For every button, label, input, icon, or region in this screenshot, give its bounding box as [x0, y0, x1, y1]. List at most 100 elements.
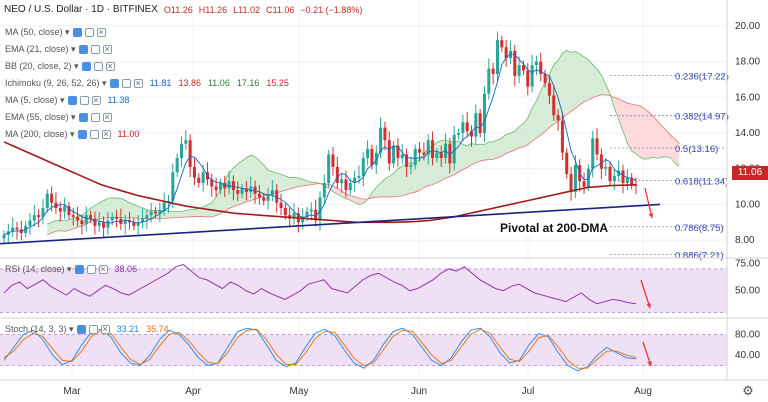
visibility-icon[interactable] [76, 324, 86, 334]
candle-body [132, 222, 136, 226]
candle-body [240, 188, 244, 194]
indicator-label: EMA (21, close) ▾ [5, 43, 76, 54]
cloud-segment [276, 173, 282, 193]
cloud-segment [51, 220, 56, 233]
cloud-segment [410, 162, 416, 194]
candle-body [418, 149, 422, 153]
cloud-segment [636, 105, 641, 158]
remove-icon[interactable] [105, 61, 115, 71]
candle-body [547, 83, 551, 96]
candle-body [604, 166, 608, 169]
indicator-0[interactable]: MA (50, close) ▾ [5, 25, 106, 39]
candle-body [184, 140, 188, 144]
symbol-title[interactable]: NEO / U.S. Dollar · 1D · BITFINEX [4, 4, 158, 15]
indicator-1[interactable]: EMA (21, close) ▾ [5, 42, 112, 56]
settings-icon[interactable] [84, 27, 94, 37]
indicator-3[interactable]: Ichimoku (9, 26, 52, 26) ▾ 11.81 13.86 11.0… [5, 76, 289, 90]
candle-body [102, 222, 106, 228]
visibility-icon[interactable] [81, 61, 91, 71]
visibility-icon[interactable] [67, 95, 77, 105]
candle-body [530, 65, 534, 87]
candle-body [383, 127, 387, 141]
indicator-value: 17.16 [236, 78, 260, 88]
cloud-segment [307, 180, 312, 186]
candle-body [257, 193, 261, 198]
fib-label: 0.786(8.75) [675, 223, 724, 234]
cloud-segment [653, 116, 658, 159]
indicator-6[interactable]: MA (200, close) ▾ 11.00 [5, 127, 139, 141]
visibility-icon[interactable] [78, 112, 88, 122]
cloud-segment [285, 176, 290, 191]
cloud-segment [203, 205, 208, 217]
candle-body [301, 216, 305, 223]
settings-icon[interactable] [89, 129, 99, 139]
settings-icon[interactable] [88, 324, 98, 334]
candle-body [513, 50, 517, 76]
open-value: O11.26 [163, 4, 193, 15]
candle-body [517, 65, 521, 76]
price-arrow [644, 187, 653, 219]
y-tick-label: 16.00 [735, 92, 760, 103]
remove-icon[interactable] [133, 78, 143, 88]
cloud-segment [484, 141, 489, 161]
settings-icon[interactable] [79, 95, 89, 105]
rsi-tick: 75.00 [735, 258, 760, 269]
indicator-value: 35.74 [146, 324, 169, 334]
ma200-line [3, 141, 637, 224]
candle-body [491, 68, 495, 75]
indicator-label: MA (200, close) ▾ [5, 128, 75, 139]
candle-body [582, 181, 586, 187]
visibility-icon[interactable] [109, 78, 119, 88]
cloud-segment [423, 148, 429, 188]
candle-body [249, 186, 253, 192]
candle-body [141, 218, 145, 223]
cloud-segment [216, 189, 221, 216]
settings-icon[interactable] [90, 44, 100, 54]
settings-gear-icon[interactable]: ⚙ [742, 383, 754, 398]
visibility-icon[interactable] [77, 129, 87, 139]
remove-icon[interactable] [91, 95, 101, 105]
candle-body [521, 65, 525, 71]
cloud-segment [47, 222, 52, 235]
remove-icon[interactable] [100, 324, 110, 334]
visibility-icon[interactable] [74, 264, 84, 274]
candle-body [279, 202, 283, 208]
cloud-segment [562, 50, 567, 118]
settings-icon[interactable] [121, 78, 131, 88]
indicator-5[interactable]: EMA (55, close) ▾ [5, 110, 112, 124]
indicator-label: EMA (55, close) ▾ [5, 111, 76, 122]
remove-icon[interactable] [102, 112, 112, 122]
remove-icon[interactable] [101, 129, 111, 139]
remove-icon[interactable] [98, 264, 108, 274]
candle-body [175, 158, 179, 173]
remove-icon[interactable] [102, 44, 112, 54]
candle-body [495, 40, 499, 75]
cloud-segment [107, 197, 113, 218]
settings-icon[interactable] [93, 61, 103, 71]
cloud-segment [501, 134, 507, 157]
candle-body [474, 113, 478, 137]
candle-body [374, 152, 378, 166]
settings-icon[interactable] [86, 264, 96, 274]
visibility-icon[interactable] [78, 44, 88, 54]
candle-body [123, 220, 127, 225]
cloud-segment [488, 141, 494, 160]
remove-icon[interactable] [96, 27, 106, 37]
cloud-segment [462, 144, 468, 170]
cloud-segment [657, 121, 662, 159]
stoch-k-line [3, 327, 637, 372]
rsi-legend[interactable]: RSI (14, close) ▾ 38.06 [5, 262, 137, 276]
cloud-segment [670, 135, 675, 163]
stoch-legend[interactable]: Stoch (14, 3, 3) ▾ 33.21 35.74 [5, 322, 169, 336]
indicator-4[interactable]: MA (5, close) ▾ 11.38 [5, 93, 129, 107]
visibility-icon[interactable] [72, 27, 82, 37]
candle-body [15, 227, 19, 230]
cloud-segment [674, 139, 680, 167]
indicator-label: Stoch (14, 3, 3) ▾ [5, 323, 74, 334]
settings-icon[interactable] [90, 112, 100, 122]
candle-body [253, 186, 257, 194]
candle-body [41, 208, 45, 217]
indicator-2[interactable]: BB (20, close, 2) ▾ [5, 59, 115, 73]
cloud-segment [436, 140, 442, 183]
